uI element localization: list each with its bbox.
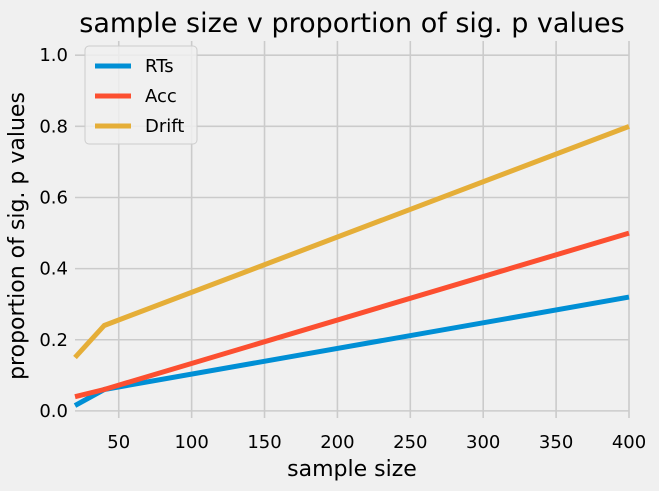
y-tick-label: 0.6 bbox=[39, 187, 68, 208]
x-tick-label: 350 bbox=[539, 432, 573, 453]
x-tick-label: 50 bbox=[107, 432, 130, 453]
legend-label-acc: Acc bbox=[145, 86, 177, 107]
plot-area bbox=[73, 41, 630, 418]
series-line-acc bbox=[74, 230, 630, 400]
x-tick-label: 150 bbox=[247, 432, 281, 453]
x-axis-label: sample size bbox=[287, 457, 417, 482]
grid bbox=[75, 41, 630, 418]
y-tick-label: 0.4 bbox=[39, 259, 68, 280]
legend-label-drift: Drift bbox=[145, 116, 184, 137]
x-tick-label: 100 bbox=[174, 432, 208, 453]
tick-labels: 50 100 150 200 250 300 350 400 0.0 0.2 0.4 0.6 0.8 1.… bbox=[39, 45, 646, 453]
y-tick-label: 0.8 bbox=[39, 116, 68, 137]
series-layer bbox=[73, 124, 630, 408]
legend: RTs Acc Drift bbox=[84, 45, 198, 145]
x-tick-label: 300 bbox=[466, 432, 500, 453]
y-tick-label: 1.0 bbox=[39, 45, 68, 66]
legend-label-rts: RTs bbox=[145, 56, 174, 77]
legend-frame bbox=[84, 45, 198, 145]
y-axis-label: proportion of sig. p values bbox=[5, 92, 30, 380]
y-tick-label: 0.2 bbox=[39, 330, 68, 351]
chart-title: sample size v proportion of sig. p value… bbox=[79, 8, 624, 39]
x-tick-label: 200 bbox=[320, 432, 354, 453]
x-tick-label: 400 bbox=[612, 432, 646, 453]
x-tick-label: 250 bbox=[393, 432, 427, 453]
y-tick-label: 0.0 bbox=[39, 401, 68, 422]
series-line-drift bbox=[73, 124, 630, 360]
